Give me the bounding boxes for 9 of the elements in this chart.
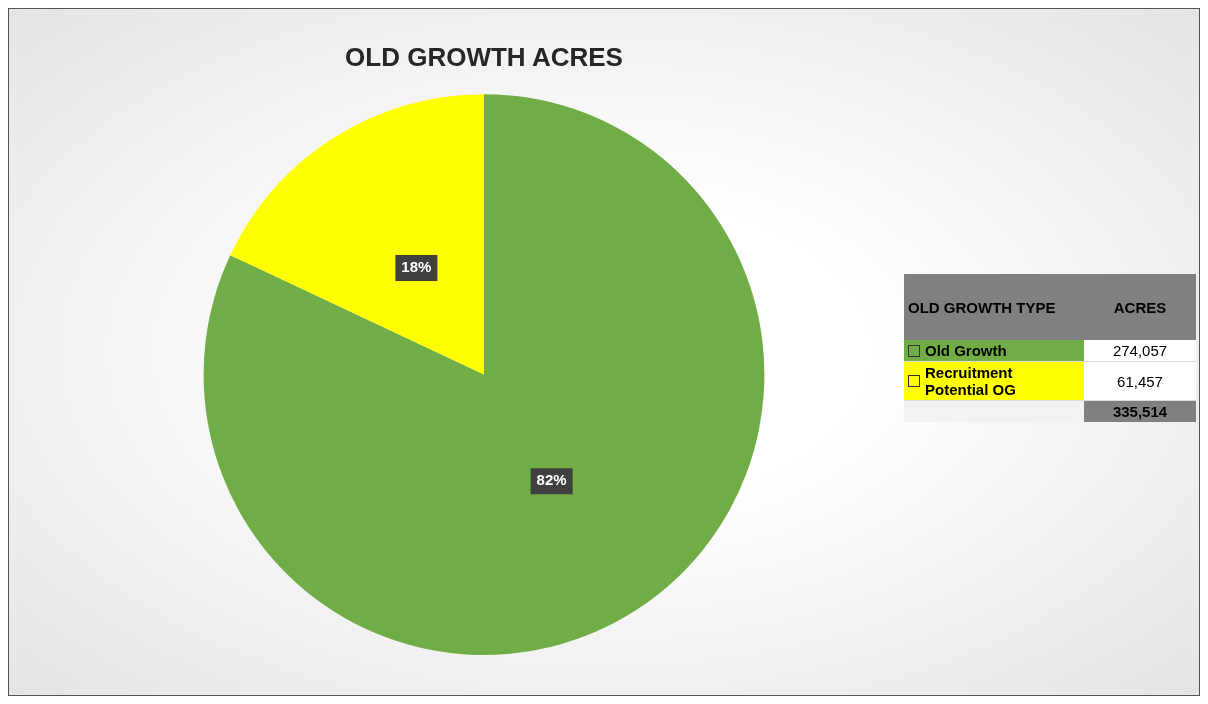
data-label: 18% <box>401 258 432 276</box>
chart-title: OLD GROWTH ACRES <box>345 41 623 72</box>
text: 61,457 <box>1084 361 1196 401</box>
legend-title: OLD GROWTH TYPE <box>907 297 1057 318</box>
legend-label: Recruitment Potential OG <box>925 364 1017 398</box>
text: 335,514 <box>1084 400 1196 422</box>
text: 274,057 <box>1084 340 1196 362</box>
data-label: 82% <box>536 471 567 489</box>
slice-label: Old Growth <box>925 342 1007 359</box>
